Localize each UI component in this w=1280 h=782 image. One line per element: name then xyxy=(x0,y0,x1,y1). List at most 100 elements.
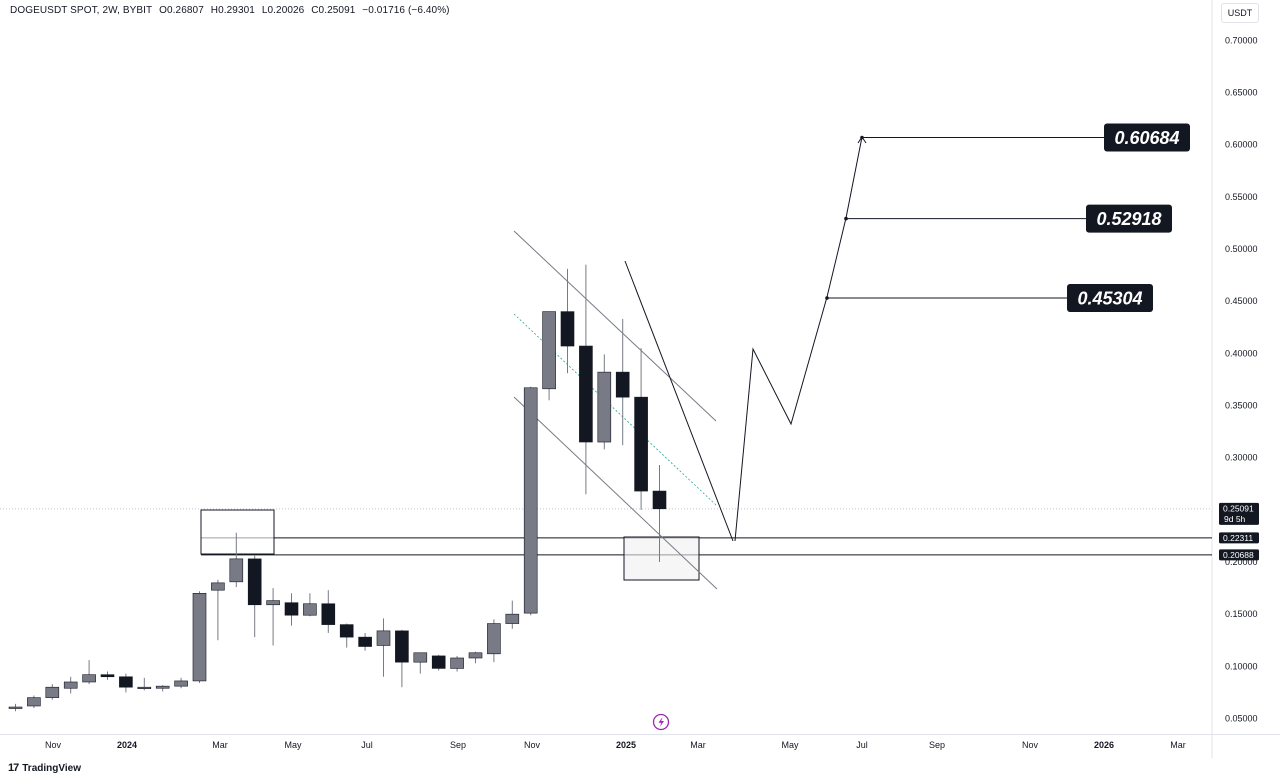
candle[interactable] xyxy=(266,588,280,646)
candle[interactable] xyxy=(597,354,612,450)
time-tick-label: 2025 xyxy=(616,740,636,750)
candle-body xyxy=(119,676,133,688)
candle[interactable] xyxy=(615,318,630,446)
brand-name: TradingView xyxy=(22,763,81,774)
time-tick-label: Mar xyxy=(1170,740,1186,750)
candle[interactable] xyxy=(413,652,428,674)
candle-body xyxy=(505,613,520,624)
time-tick-label: Nov xyxy=(1022,740,1039,750)
candle[interactable] xyxy=(229,532,244,588)
candle-body xyxy=(413,652,428,663)
price-tick-label: 0.35000 xyxy=(1225,401,1258,411)
high-value: H0.29301 xyxy=(210,5,255,16)
candle[interactable] xyxy=(579,264,593,495)
candle[interactable] xyxy=(321,590,336,633)
price-tick-label: 0.05000 xyxy=(1225,714,1258,724)
candle[interactable] xyxy=(174,677,188,689)
tradingview-logo[interactable]: 17 TradingView xyxy=(8,762,81,774)
candle[interactable] xyxy=(652,464,667,563)
lightning-icon-circle xyxy=(652,713,670,731)
candle[interactable] xyxy=(119,673,133,693)
target-label[interactable]: 0.52918 xyxy=(1086,204,1172,233)
candle-body xyxy=(634,396,648,492)
time-tick-label: May xyxy=(284,740,302,750)
candle[interactable] xyxy=(487,619,501,663)
target-label[interactable]: 0.45304 xyxy=(1067,284,1153,313)
lightning-icon-bolt xyxy=(658,717,664,727)
candle-body xyxy=(523,387,538,614)
change-value: −0.01716 (−6.40%) xyxy=(362,5,450,16)
time-tick-label: Sep xyxy=(450,740,466,750)
time-tick-label: Nov xyxy=(524,740,541,750)
target-label-bg xyxy=(1086,204,1172,233)
price-axis-label-bg xyxy=(1219,549,1259,561)
candle[interactable] xyxy=(395,629,409,688)
channel-bottom-line xyxy=(513,396,718,590)
candles-layer xyxy=(8,264,667,712)
candle[interactable] xyxy=(45,684,60,700)
candle[interactable] xyxy=(468,651,483,664)
candle[interactable] xyxy=(8,703,23,712)
candle[interactable] xyxy=(431,654,446,671)
candle-body xyxy=(100,674,115,678)
candle[interactable] xyxy=(542,311,556,401)
candle[interactable] xyxy=(247,555,262,638)
candle[interactable] xyxy=(27,695,41,709)
candle[interactable] xyxy=(523,386,538,616)
candle-body xyxy=(560,311,575,347)
target-label[interactable]: 0.60684 xyxy=(1104,123,1190,152)
price-axis-label: 0.20688 xyxy=(1219,549,1259,561)
channel-top-line xyxy=(513,230,717,422)
price-tick-label: 0.45000 xyxy=(1225,296,1258,306)
price-tick-label: 0.55000 xyxy=(1225,192,1258,202)
candle[interactable] xyxy=(634,348,648,510)
candle[interactable] xyxy=(155,685,170,692)
time-tick-label: 2026 xyxy=(1094,740,1114,750)
price-tick-label: 0.50000 xyxy=(1225,244,1258,254)
target-point xyxy=(860,135,864,140)
candle[interactable] xyxy=(82,660,96,685)
currency-button[interactable]: USDT xyxy=(1221,3,1259,23)
candle[interactable] xyxy=(303,593,317,617)
price-tick-label: 0.40000 xyxy=(1225,348,1258,358)
candle-body xyxy=(615,371,630,398)
lightning-icon[interactable] xyxy=(652,713,670,731)
candle[interactable] xyxy=(192,591,207,684)
candle[interactable] xyxy=(100,671,115,680)
candle[interactable] xyxy=(450,655,464,672)
candle[interactable] xyxy=(358,632,372,651)
candle-body xyxy=(450,657,464,669)
candle-body xyxy=(487,623,501,655)
candle-body xyxy=(284,602,299,616)
candle[interactable] xyxy=(284,593,299,626)
candle[interactable] xyxy=(211,579,225,641)
candle-body xyxy=(266,600,280,606)
candle-body xyxy=(579,345,593,443)
close-value: C0.25091 xyxy=(311,5,356,16)
price-axis-countdown: 9d 5h xyxy=(1224,514,1246,524)
candle-body xyxy=(63,681,78,689)
candle[interactable] xyxy=(137,677,152,691)
target-label-text: 0.60684 xyxy=(1114,128,1179,148)
candle-body xyxy=(597,371,612,443)
candle[interactable] xyxy=(376,618,391,677)
candle-body xyxy=(542,311,556,390)
candle[interactable] xyxy=(63,676,78,694)
trend-line xyxy=(624,260,734,542)
price-axis-label-text: 0.25091 xyxy=(1223,503,1254,513)
candle[interactable] xyxy=(505,600,520,629)
target-label-bg xyxy=(1067,284,1153,313)
candle-body xyxy=(82,674,96,683)
time-tick-label: Jul xyxy=(856,740,868,750)
candle-body xyxy=(247,558,262,606)
symbol-name[interactable]: DOGEUSDT SPOT, 2W, BYBIT xyxy=(10,5,153,16)
axis-layer: 0.050000.100000.150000.200000.250000.300… xyxy=(0,0,1280,758)
candle-body xyxy=(229,558,244,583)
candle[interactable] xyxy=(560,268,575,374)
open-value: O0.26807 xyxy=(159,5,204,16)
price-tick-label: 0.70000 xyxy=(1225,35,1258,45)
projection-path xyxy=(734,136,863,542)
candle[interactable] xyxy=(339,623,354,648)
